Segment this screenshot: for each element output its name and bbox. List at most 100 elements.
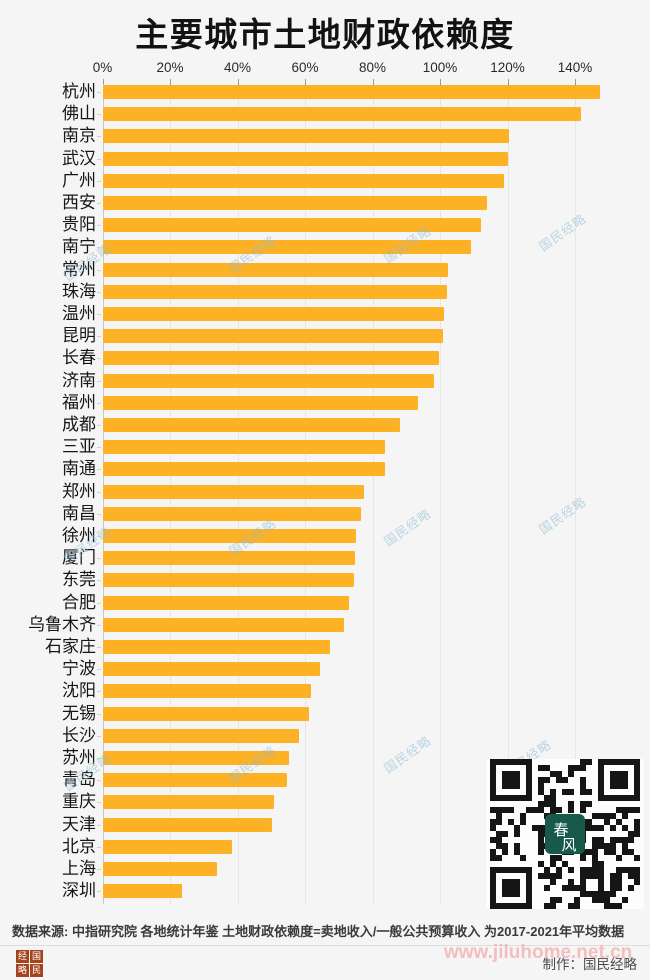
row-tick [97,380,101,382]
source-note: 数据来源: 中指研究院 各地统计年鉴 土地财政依赖度=卖地收入/一般公共预算收入… [12,924,625,939]
bar [103,640,331,654]
bar [103,884,182,899]
category-label: 成都 [62,415,96,434]
category-label: 南京 [62,126,96,146]
category-label: 杭州 [62,82,96,101]
row-tick [97,225,101,227]
row-tick [97,602,101,604]
row-tick [97,469,101,471]
bar [103,595,350,610]
x-tick-mark [237,79,239,85]
bar [103,351,440,366]
row-tick [97,158,101,160]
chart-row: 西安 [0,194,650,211]
bar [103,684,311,699]
bar [103,839,232,854]
bar [103,395,418,410]
chart-row: 福州 [0,392,650,412]
row-tick [97,247,101,249]
chart-row: 杭州 [0,82,650,101]
bar [103,551,356,566]
chart-row: 厦门 [0,548,650,568]
row-tick [97,647,101,648]
bar [103,529,357,543]
bar [103,218,482,233]
chart-row: 天津 [0,816,650,833]
category-label: 徐州 [62,526,96,545]
row-tick [97,136,101,138]
row-tick [97,846,101,848]
category-label: 福州 [62,392,96,412]
chart-row: 珠海 [0,281,650,301]
row-tick [97,758,101,759]
chart-row: 上海 [0,860,650,877]
category-label: 石家庄 [45,637,96,656]
chart-row: 郑州 [0,481,650,501]
category-label: 厦门 [62,548,96,568]
gridline [440,84,441,904]
category-label: 深圳 [62,881,96,901]
category-label: 温州 [62,304,96,323]
row-tick [97,491,101,493]
category-label: 南昌 [62,503,96,523]
x-tick-label: 40% [223,60,252,75]
category-label: 珠海 [62,281,96,301]
chart-row: 北京 [0,836,650,856]
category-label: 合肥 [62,592,96,612]
row-tick [97,425,101,426]
chart-row: 昆明 [0,327,650,344]
chart-title: 主要城市土地财政依赖度 [135,16,515,53]
chart-row: 深圳 [0,881,650,901]
row-tick [97,269,101,271]
row-tick [97,336,101,338]
row-tick [97,203,101,204]
x-tick-mark [507,79,509,85]
credit-text: 制作：国民经略 [542,957,638,972]
category-label: 北京 [62,836,96,856]
bar [103,773,287,788]
category-label: 三亚 [62,437,96,457]
row-tick [97,447,101,449]
row-tick [97,114,101,116]
category-label: 宁波 [62,659,96,679]
x-tick-label: 100% [422,60,458,75]
category-label: 青岛 [62,770,96,790]
row-tick [97,180,101,182]
qr-logo-label: 春风 [553,822,576,854]
category-label: 乌鲁木齐 [28,614,96,634]
bar [103,662,321,677]
chart-row: 重庆 [0,793,650,810]
bar [103,196,488,210]
chart-row: 武汉 [0,150,650,167]
row-tick [97,358,101,360]
gridline [372,84,374,904]
seal-char: 国 [30,950,43,963]
x-tick-mark [305,79,306,85]
bar [103,617,344,632]
row-tick [97,536,101,537]
publisher-seal-logo: 经 国 略 民 [16,950,43,977]
chart-row: 南昌 [0,503,650,523]
category-label: 长沙 [62,725,96,745]
category-label: 苏州 [62,748,96,767]
category-label: 贵阳 [62,215,96,235]
chart-row: 南京 [0,126,650,146]
chart-row: 石家庄 [0,637,650,656]
bar [103,706,309,721]
chart-row: 济南 [0,372,650,389]
bar [103,862,218,876]
chart-row: 三亚 [0,437,650,457]
category-label: 郑州 [62,481,96,501]
chart-row: 合肥 [0,592,650,612]
x-tick-mark [102,79,104,85]
row-tick [97,669,101,671]
bar [103,107,581,122]
row-tick [97,735,101,737]
bar [103,85,601,99]
category-label: 常州 [62,259,96,279]
chart-row: 佛山 [0,105,650,122]
bar [103,240,471,255]
category-label: 广州 [62,170,96,190]
bar [103,262,448,277]
bar [103,817,273,832]
